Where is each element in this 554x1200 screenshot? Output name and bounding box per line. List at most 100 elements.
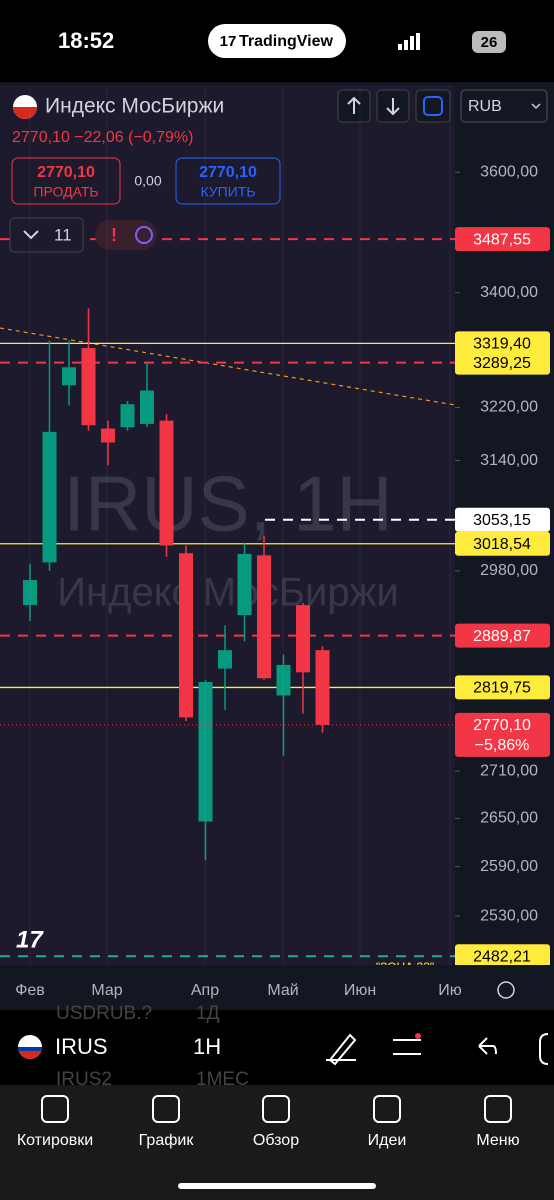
candle-body[interactable] (120, 404, 135, 428)
candle-body[interactable] (62, 367, 76, 386)
more-icon[interactable] (539, 1033, 549, 1065)
price-label-box[interactable] (455, 623, 550, 648)
toolbar-flag-blue (18, 1047, 42, 1051)
candle-body[interactable] (257, 555, 271, 679)
app-pill[interactable] (208, 24, 346, 58)
candle-body[interactable] (296, 605, 310, 673)
down-arrow (386, 98, 400, 116)
buy-button[interactable] (175, 157, 281, 205)
sell-price: 2770,10 (37, 164, 95, 181)
y-tick-label: 3600,00 (480, 163, 538, 180)
flag-red (13, 107, 37, 119)
price-label-box[interactable] (455, 675, 550, 700)
sell-label: ПРОДАТЬ (33, 184, 98, 200)
settings-icon[interactable] (497, 981, 515, 999)
x-tick-label: Фев (15, 982, 45, 999)
tv-logo: 17 (16, 926, 44, 953)
nav-icon[interactable] (41, 1095, 69, 1123)
watermark-name: Индекс МосБиржи (57, 571, 398, 615)
candle-body[interactable] (237, 553, 252, 616)
price-label-box[interactable] (455, 350, 550, 375)
candle-body[interactable] (315, 650, 330, 725)
indicators-icon[interactable] (393, 1039, 421, 1055)
nav-label[interactable]: Котировки (17, 1132, 93, 1149)
x-tick-label: Мар (91, 982, 122, 999)
ghost-symbol: USDRUB.? (56, 1003, 152, 1024)
currency-select[interactable] (460, 89, 548, 123)
ghost-interval: 1Д (196, 1003, 220, 1024)
signal (398, 33, 420, 50)
candle-body[interactable] (140, 390, 154, 424)
buy-price: 2770,10 (199, 164, 257, 181)
y-tick-label: 3140,00 (480, 452, 538, 469)
price-label: 2482,21 (473, 949, 531, 966)
nav-label[interactable]: Идеи (368, 1132, 407, 1149)
last-price-box[interactable] (455, 712, 550, 757)
indicators-toggle[interactable] (9, 217, 84, 253)
draw-icon[interactable] (326, 1033, 357, 1066)
sell-button[interactable] (11, 157, 121, 205)
layout-button[interactable] (415, 89, 451, 123)
buy-label: КУПИТЬ (200, 184, 255, 200)
candle-body[interactable] (159, 420, 174, 546)
y-tick-label: 2590,00 (480, 858, 538, 875)
price-label: 3053,15 (473, 512, 531, 529)
currency: RUB (468, 98, 502, 115)
alerts-badge[interactable] (95, 220, 157, 250)
price-label-box[interactable] (455, 507, 550, 532)
candle-body[interactable] (218, 650, 232, 669)
price-label: 3018,54 (473, 536, 531, 553)
price-label: 3319,40 (473, 336, 531, 353)
y-tick-label: 3400,00 (480, 284, 538, 301)
x-tick-label: Апр (191, 982, 219, 999)
time-axis (0, 965, 554, 1010)
nav-label[interactable]: График (139, 1132, 195, 1149)
candle-body[interactable] (198, 681, 213, 822)
watermark-symbol: IRUS, 1H (63, 460, 392, 548)
nav-icon[interactable] (152, 1095, 180, 1123)
toolbar-interval[interactable]: 1H (193, 1034, 221, 1059)
price-label: 3487,55 (473, 231, 531, 248)
candle-body[interactable] (81, 348, 96, 426)
layout-icon (423, 96, 443, 116)
nav-icon[interactable] (373, 1095, 401, 1123)
candle-body[interactable] (276, 664, 291, 696)
trend-line (0, 327, 456, 406)
y-tick-label: 2980,00 (480, 562, 538, 579)
indicators-count: 11 (54, 225, 72, 244)
battery (472, 31, 506, 53)
y-tick-label: 2650,00 (480, 810, 538, 827)
price-label-box[interactable] (455, 227, 550, 252)
spread: 0,00 (134, 173, 161, 189)
nav-icon[interactable] (484, 1095, 512, 1123)
price-label-box[interactable] (455, 531, 550, 556)
nav-label[interactable]: Обзор (253, 1132, 299, 1149)
candle-body[interactable] (179, 553, 193, 718)
nav-label[interactable]: Меню (476, 1132, 519, 1149)
candle-body[interactable] (23, 580, 37, 606)
y-tick-label: 2530,00 (480, 907, 538, 924)
price-label: 2889,87 (473, 628, 531, 645)
alert-icon: ! (111, 225, 117, 245)
price-label-box[interactable] (455, 331, 550, 356)
plot: IRUS, 1H Индекс МосБиржи 3600,00 3400,00 322… (0, 163, 550, 974)
nav-icon[interactable] (262, 1095, 290, 1123)
ghost-interval: 1МЕС (196, 1069, 249, 1090)
clock: 18:52 (58, 28, 114, 53)
price-label: 2819,75 (473, 680, 531, 697)
candle-body[interactable] (42, 431, 57, 563)
price-label-box[interactable] (455, 944, 550, 969)
toolbar-symbol[interactable]: IRUS (55, 1034, 108, 1059)
x-axis: Фев Мар Апр Май Июн Ию (15, 85, 462, 999)
x-tick-label: Май (267, 982, 298, 999)
sync-icon (135, 226, 153, 244)
nav: Котировки График Обзор Идеи Меню (17, 1095, 520, 1149)
candle-body[interactable] (101, 428, 115, 443)
home-indicator (178, 1183, 376, 1189)
y-tick-label: 2710,00 (480, 762, 538, 779)
app-logo: 17 (220, 33, 237, 50)
undo-icon[interactable] (478, 1037, 497, 1055)
x-tick-label: Ию (438, 982, 462, 999)
